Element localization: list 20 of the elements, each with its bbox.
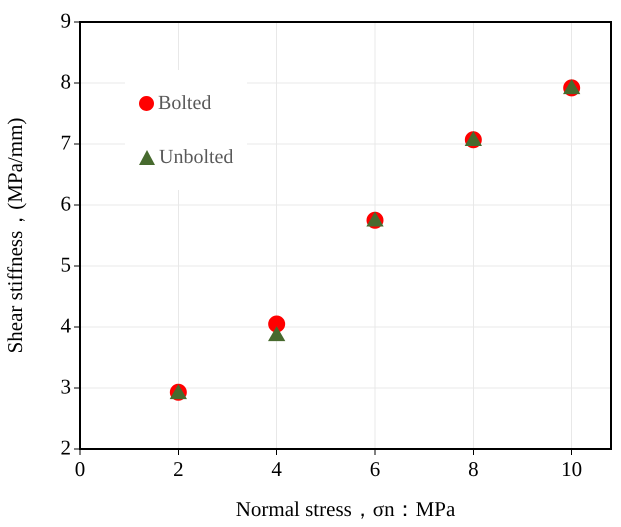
- y-tick-label: 2: [60, 436, 71, 460]
- y-tick-label: 5: [60, 252, 71, 277]
- y-tick-label: 9: [60, 8, 71, 33]
- y-tick-label: 3: [60, 374, 71, 399]
- x-tick-label: 2: [173, 457, 184, 482]
- y-axis-title: Shear stiffness，(MPa/mm): [3, 118, 28, 354]
- y-tick-label: 6: [60, 192, 71, 216]
- x-tick-label: 0: [74, 457, 86, 482]
- x-tick-label: 6: [370, 457, 380, 482]
- x-tick-label: 8: [468, 457, 479, 482]
- y-tick-label: 7: [60, 130, 71, 155]
- y-tick-label: 4: [60, 314, 72, 338]
- point: [268, 315, 286, 332]
- legend-label: Bolted: [158, 92, 212, 114]
- x-tick-label: 10: [561, 457, 582, 482]
- point: [268, 326, 285, 342]
- legend-label: Unbolted: [159, 146, 234, 168]
- x-axis-title: Normal stress，σn：MPa: [236, 496, 456, 521]
- y-tick-label: 8: [60, 70, 71, 94]
- x-tick-label: 4: [271, 457, 282, 482]
